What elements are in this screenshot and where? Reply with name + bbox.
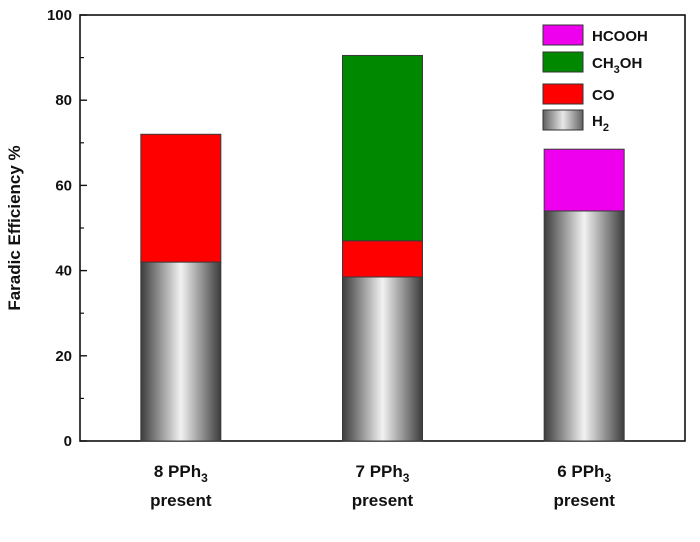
y-axis-ticks: 0 20 40 60 80 100 xyxy=(47,7,87,450)
legend-label-h2: H2 xyxy=(592,113,609,134)
y-axis-label: Faradic Efficiency % xyxy=(5,145,24,310)
x-axis-category-labels: 8 PPh3 present 7 PPh3 present 6 PPh3 present xyxy=(150,462,615,510)
y-tick-label: 0 xyxy=(64,433,72,450)
legend-label-co: CO xyxy=(592,87,615,104)
bar-segment-co xyxy=(342,240,423,278)
bar-segment-ch3oh xyxy=(342,54,423,242)
bars xyxy=(140,54,625,442)
x-category-label: 8 PPh3 xyxy=(154,462,208,485)
bar-segment-h2 xyxy=(140,261,222,442)
bar-segment-h2 xyxy=(342,276,423,442)
legend-swatch-hcooh xyxy=(542,24,584,46)
legend-swatch-ch3oh xyxy=(542,51,584,73)
x-category-label: 7 PPh3 xyxy=(356,462,410,485)
x-category-label-line2: present xyxy=(150,491,212,510)
x-category-label-line2: present xyxy=(553,491,615,510)
legend: HCOOH CH3OH CO H2 xyxy=(542,24,648,134)
x-category-label: 6 PPh3 xyxy=(557,462,611,485)
y-tick-label: 40 xyxy=(55,263,72,280)
bar-segment-h2 xyxy=(543,210,625,442)
bar-segment-hcooh xyxy=(543,148,625,212)
x-category-label-line2: present xyxy=(352,491,414,510)
bar-segment-co xyxy=(140,133,222,263)
legend-label-ch3oh: CH3OH xyxy=(592,55,642,76)
y-tick-label: 100 xyxy=(47,7,72,24)
y-tick-label: 80 xyxy=(55,92,72,109)
legend-swatch-co xyxy=(542,83,584,105)
y-tick-label: 60 xyxy=(55,177,72,194)
legend-swatch-h2 xyxy=(542,109,584,131)
legend-label-hcooh: HCOOH xyxy=(592,28,648,45)
y-tick-label: 20 xyxy=(55,348,72,365)
